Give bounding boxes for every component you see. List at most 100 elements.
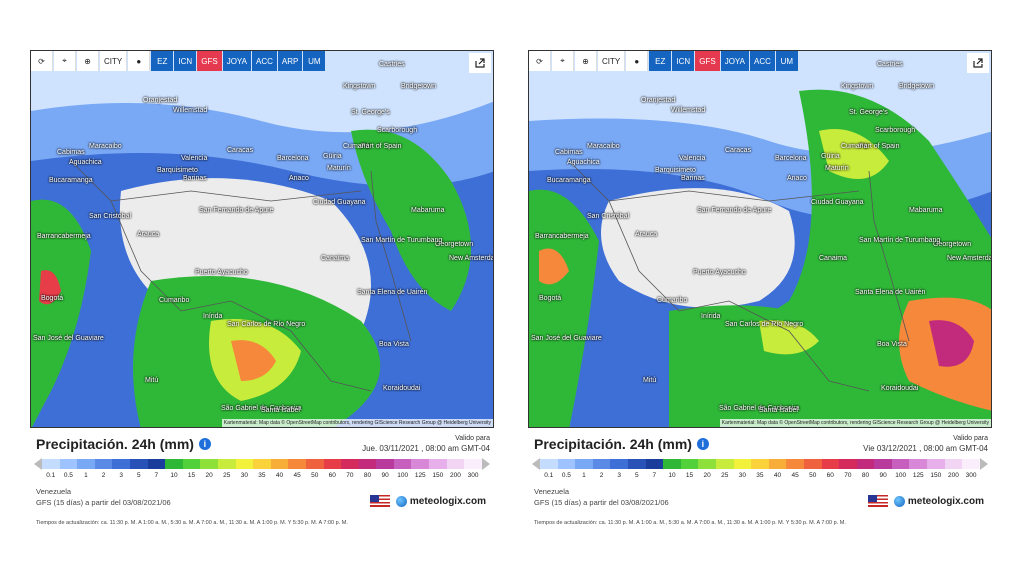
model-tab-joya[interactable]: JOYA bbox=[720, 51, 749, 71]
region-label: Venezuela bbox=[534, 487, 570, 496]
city-label: Güiria bbox=[323, 153, 342, 160]
city-label: San Fernando de Apure bbox=[199, 207, 274, 214]
scale-swatch bbox=[376, 459, 394, 469]
us-flag-icon[interactable] bbox=[369, 495, 390, 507]
precipitation-map[interactable]: ⟳ ⌖ ⊕ CITY ● EZ ICN GFS JOYA ACC UM Cast… bbox=[528, 50, 992, 428]
reload-icon[interactable]: ⟳ bbox=[529, 51, 551, 71]
scale-swatch bbox=[270, 459, 289, 469]
scale-tick-label: 1 bbox=[582, 472, 586, 479]
forecast-panel-right: ⟳ ⌖ ⊕ CITY ● EZ ICN GFS JOYA ACC UM Cast… bbox=[528, 50, 992, 530]
model-tab-joya[interactable]: JOYA bbox=[222, 51, 251, 71]
scale-swatch bbox=[962, 459, 980, 469]
color-scale-swatches bbox=[540, 459, 980, 469]
scale-swatch bbox=[323, 459, 342, 469]
model-tab-icn[interactable]: ICN bbox=[174, 51, 197, 71]
scale-tick-label: 45 bbox=[791, 472, 799, 479]
scale-tick-label: 125 bbox=[912, 472, 924, 479]
scale-tick-label: 0.5 bbox=[561, 472, 571, 479]
city-label: Barrancabermeja bbox=[37, 233, 91, 240]
scale-tick-label: 2 bbox=[599, 472, 604, 479]
scale-tick-label: 90 bbox=[879, 472, 887, 479]
logo-globe-icon bbox=[395, 495, 407, 507]
model-tab-um[interactable]: UM bbox=[775, 51, 798, 71]
city-label: Mitú bbox=[145, 377, 159, 384]
scale-tick-label: 150 bbox=[930, 472, 942, 479]
scale-swatch bbox=[856, 459, 875, 469]
city-label: San Martín de Turumbang bbox=[361, 237, 443, 244]
city-label: Cabimas bbox=[555, 149, 583, 156]
meteologix-logo[interactable]: meteologix.com bbox=[395, 495, 486, 507]
city-toggle-button[interactable]: CITY bbox=[100, 51, 128, 71]
scale-tick-label: 7 bbox=[154, 472, 159, 479]
scale-swatch bbox=[305, 459, 324, 469]
model-tab-ez[interactable]: EZ bbox=[649, 51, 672, 71]
reload-icon[interactable]: ⟳ bbox=[31, 51, 53, 71]
city-label: Anaco bbox=[787, 175, 807, 182]
share-icon[interactable] bbox=[469, 53, 491, 73]
model-tab-gfs[interactable]: GFS bbox=[197, 51, 222, 71]
city-label: Anaco bbox=[289, 175, 309, 182]
city-label: Mabaruma bbox=[909, 207, 943, 214]
scale-ticks: 0.1 0.5 1 2 3 5 7 10 15 20 25 30 35 40 45 50 60 70 80 90 100… bbox=[42, 472, 482, 479]
city-label: Caracas bbox=[725, 147, 752, 154]
valid-for: Valido para Vie 03/12/2021 , 08:00 am GM… bbox=[863, 434, 988, 454]
city-label: Mitú bbox=[643, 377, 657, 384]
scale-tick-label: 300 bbox=[965, 472, 977, 479]
scale-tick-label: 50 bbox=[809, 472, 817, 479]
scale-tick-label: 5 bbox=[136, 472, 141, 479]
info-icon[interactable]: i bbox=[696, 438, 709, 450]
model-tab-arp[interactable]: ARP bbox=[277, 51, 303, 71]
scale-tick-label: 35 bbox=[756, 472, 764, 479]
model-tab-icn[interactable]: ICN bbox=[672, 51, 695, 71]
model-tab-gfs[interactable]: GFS bbox=[695, 51, 720, 71]
city-label: Port of Spain bbox=[859, 143, 900, 150]
city-label: Caracas bbox=[227, 147, 254, 154]
model-tab-acc[interactable]: ACC bbox=[750, 51, 775, 71]
scale-tick-label: 0.1 bbox=[544, 472, 554, 479]
info-icon[interactable]: i bbox=[198, 438, 211, 450]
scale-tick-label: 50 bbox=[311, 472, 319, 479]
share-icon[interactable] bbox=[967, 53, 989, 73]
logo-globe-icon bbox=[893, 495, 905, 507]
city-label: Valencia bbox=[181, 155, 208, 162]
city-label: Aguachica bbox=[567, 159, 600, 166]
us-flag-icon[interactable] bbox=[867, 495, 888, 507]
map-attribution: Kartenmaterial: Map data © OpenStreetMap… bbox=[719, 419, 991, 427]
city-label: Barquisimeto bbox=[655, 167, 696, 174]
city-label: San Carlos de Río Negro bbox=[227, 321, 306, 328]
pin-icon[interactable]: ⌖ bbox=[54, 51, 76, 71]
pin-icon[interactable]: ⌖ bbox=[552, 51, 574, 71]
scale-swatch bbox=[839, 459, 857, 469]
scale-swatch bbox=[59, 459, 78, 469]
model-tab-ez[interactable]: EZ bbox=[151, 51, 174, 71]
scale-swatch bbox=[715, 459, 734, 469]
circle-icon[interactable]: ● bbox=[128, 51, 151, 71]
city-label: Bogotá bbox=[539, 295, 562, 302]
city-label: Puerto Ayacucho bbox=[693, 269, 746, 276]
city-label: Willemstad bbox=[671, 107, 706, 114]
city-label: Castries bbox=[877, 61, 903, 68]
zoom-icon[interactable]: ⊕ bbox=[575, 51, 597, 71]
city-label: Bridgetown bbox=[401, 83, 437, 90]
meteologix-logo[interactable]: meteologix.com bbox=[893, 495, 984, 507]
model-tab-acc[interactable]: ACC bbox=[252, 51, 277, 71]
scale-swatch bbox=[94, 459, 113, 469]
scale-swatch bbox=[288, 459, 306, 469]
circle-icon[interactable]: ● bbox=[626, 51, 649, 71]
precipitation-field bbox=[31, 51, 493, 427]
arrow-left-icon bbox=[34, 458, 42, 470]
scale-tick-label: 10 bbox=[170, 472, 178, 479]
city-toggle-button[interactable]: CITY bbox=[598, 51, 626, 71]
scale-tick-label: 3 bbox=[617, 472, 621, 479]
city-label: Puerto Ayacucho bbox=[195, 269, 248, 276]
zoom-icon[interactable]: ⊕ bbox=[77, 51, 99, 71]
precipitation-map[interactable]: ⟳ ⌖ ⊕ CITY ● EZ ICN GFS JOYA ACC ARP UM … bbox=[30, 50, 494, 428]
valid-label: Valido para bbox=[455, 435, 490, 442]
scale-swatch bbox=[464, 459, 482, 469]
color-scale-swatches bbox=[42, 459, 482, 469]
scale-tick-label: 10 bbox=[668, 472, 676, 479]
model-tab-um[interactable]: UM bbox=[303, 51, 326, 71]
city-label: New Amsterdam bbox=[947, 255, 991, 262]
color-scale bbox=[532, 458, 988, 470]
arrow-left-icon bbox=[532, 458, 540, 470]
